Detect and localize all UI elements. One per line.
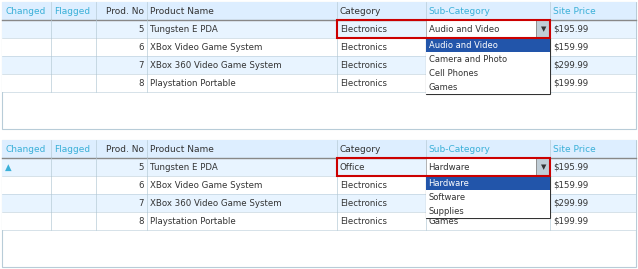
Text: Hardware: Hardware (429, 179, 470, 188)
Text: Camera and Photo: Camera and Photo (429, 55, 507, 64)
Text: $199.99: $199.99 (553, 79, 588, 88)
Text: $299.99: $299.99 (553, 61, 588, 70)
Text: Audio and Video: Audio and Video (429, 25, 499, 34)
Text: Sub-Category: Sub-Category (429, 145, 491, 154)
Text: Electronics: Electronics (340, 181, 387, 190)
Bar (2, 140, 636, 158)
Bar (426, 38, 551, 94)
Text: 6: 6 (138, 43, 144, 52)
Text: $195.99: $195.99 (553, 25, 589, 34)
Bar (426, 158, 537, 176)
Bar (426, 204, 551, 218)
Text: Prod. No: Prod. No (105, 145, 144, 154)
Text: Product Name: Product Name (149, 7, 214, 16)
Text: 6: 6 (138, 181, 144, 190)
Text: Games: Games (429, 83, 458, 92)
Text: Category: Category (340, 7, 381, 16)
Bar (426, 20, 537, 38)
Text: Office: Office (340, 163, 365, 172)
Text: XBox Video Game System: XBox Video Game System (149, 181, 262, 190)
Text: Cell Phones: Cell Phones (429, 69, 478, 78)
Text: 7: 7 (138, 61, 144, 70)
Bar (426, 190, 551, 204)
Text: $159.99: $159.99 (553, 43, 589, 52)
Bar (426, 176, 551, 190)
Text: Playstation Portable: Playstation Portable (149, 79, 235, 88)
Text: Electronics: Electronics (340, 43, 387, 52)
Text: ▼: ▼ (541, 26, 546, 32)
Text: $159.99: $159.99 (553, 181, 589, 190)
Text: Changed: Changed (5, 7, 45, 16)
Text: Flagged: Flagged (54, 7, 91, 16)
Bar (2, 212, 636, 230)
Text: XBox 360 Video Game System: XBox 360 Video Game System (149, 61, 281, 70)
Bar (2, 38, 636, 56)
Bar (426, 80, 551, 94)
Text: Flagged: Flagged (54, 145, 91, 154)
Text: Tungsten E PDA: Tungsten E PDA (149, 25, 218, 34)
Text: Software: Software (429, 193, 466, 202)
Bar (537, 158, 551, 176)
Text: 5: 5 (138, 163, 144, 172)
Text: Audio and Video: Audio and Video (429, 41, 498, 50)
Text: Electronics: Electronics (340, 217, 387, 226)
Bar (2, 140, 636, 267)
Text: XBox 360 Video Game System: XBox 360 Video Game System (149, 199, 281, 208)
Text: Electronics: Electronics (340, 61, 387, 70)
Bar (426, 66, 551, 80)
Text: Hardware: Hardware (429, 163, 470, 172)
Text: Prod. No: Prod. No (105, 7, 144, 16)
Text: $299.99: $299.99 (553, 199, 588, 208)
Bar (426, 176, 551, 218)
Bar (2, 74, 636, 92)
Text: Electronics: Electronics (340, 25, 387, 34)
Bar (2, 194, 636, 212)
Text: ▲: ▲ (5, 163, 11, 172)
Text: Site Price: Site Price (553, 145, 596, 154)
Text: Product Name: Product Name (149, 145, 214, 154)
Text: Category: Category (340, 145, 381, 154)
Bar (2, 20, 636, 38)
Text: Supplies: Supplies (429, 207, 464, 216)
Text: 5: 5 (138, 25, 144, 34)
Text: 8: 8 (138, 217, 144, 226)
Bar (426, 52, 551, 66)
Text: Changed: Changed (5, 145, 45, 154)
Text: Electronics: Electronics (340, 79, 387, 88)
Bar (2, 2, 636, 129)
Text: Site Price: Site Price (553, 7, 596, 16)
Bar (2, 176, 636, 194)
Bar (2, 2, 636, 20)
Bar (2, 56, 636, 74)
Text: XBox Video Game System: XBox Video Game System (149, 43, 262, 52)
Text: Sub-Category: Sub-Category (429, 7, 491, 16)
Bar (537, 20, 551, 38)
Text: $195.99: $195.99 (553, 163, 589, 172)
Text: 7: 7 (138, 199, 144, 208)
Bar (337, 158, 551, 176)
Text: Electronics: Electronics (340, 199, 387, 208)
Text: 8: 8 (138, 79, 144, 88)
Text: Tungsten E PDA: Tungsten E PDA (149, 163, 218, 172)
Text: Playstation Portable: Playstation Portable (149, 217, 235, 226)
Bar (337, 20, 551, 38)
Bar (426, 38, 551, 52)
Bar (2, 158, 636, 176)
Text: ▼: ▼ (541, 164, 546, 170)
Text: $199.99: $199.99 (553, 217, 588, 226)
Text: Games: Games (429, 217, 459, 226)
